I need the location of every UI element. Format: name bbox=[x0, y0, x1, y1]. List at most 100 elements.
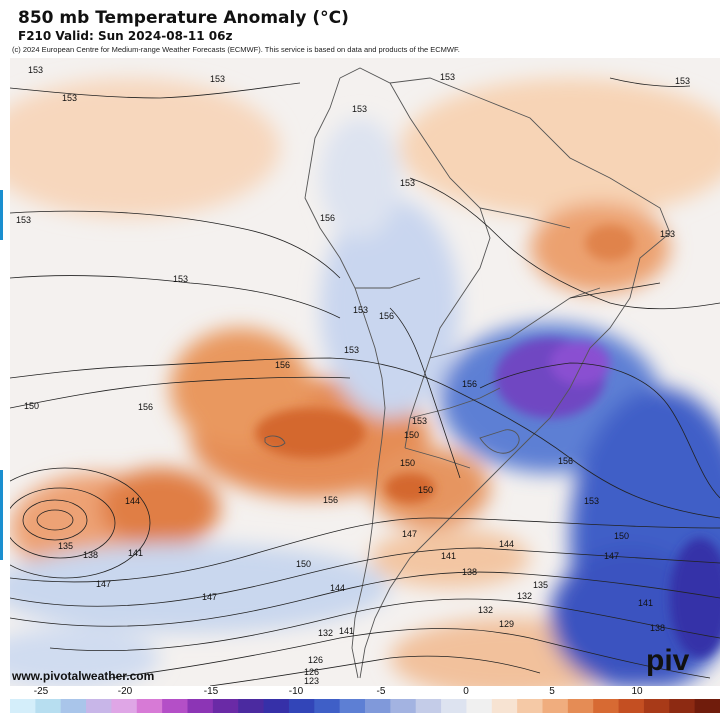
contour-label: 156 bbox=[138, 402, 154, 412]
contour-label: 150 bbox=[400, 458, 416, 468]
copyright-notice: (c) 2024 European Centre for Medium-rang… bbox=[12, 45, 460, 54]
colorbar-swatch bbox=[339, 699, 366, 713]
colorbar-swatch bbox=[136, 699, 163, 713]
contour-label: 153 bbox=[62, 93, 78, 103]
contour-label: 135 bbox=[533, 580, 549, 590]
colorbar bbox=[10, 699, 720, 713]
contour-label: 156 bbox=[379, 311, 395, 321]
contour-label: 153 bbox=[675, 76, 691, 86]
contour-label: 132 bbox=[478, 605, 494, 615]
contour-label: 144 bbox=[125, 496, 141, 506]
contour-label: 138 bbox=[83, 550, 99, 560]
map-canvas bbox=[10, 58, 720, 686]
contour-label: 129 bbox=[499, 619, 515, 629]
contour-label: 156 bbox=[323, 495, 339, 505]
colorbar-swatch bbox=[694, 699, 720, 713]
contour-label: 153 bbox=[353, 305, 369, 315]
colorbar-swatch bbox=[35, 699, 62, 713]
colorbar-swatch bbox=[365, 699, 391, 713]
colorbar-swatch bbox=[162, 699, 188, 713]
contour-label: 150 bbox=[24, 401, 40, 411]
header: 850 mb Temperature Anomaly (°C) F210 Val… bbox=[0, 0, 720, 58]
anomaly-core bbox=[255, 225, 720, 658]
colorbar-swatch bbox=[238, 699, 265, 713]
brand-logo: piv bbox=[646, 644, 690, 677]
contour-label: 153 bbox=[584, 496, 600, 506]
colorbar-swatch bbox=[567, 699, 594, 713]
site-watermark: www.pivotalweather.com bbox=[12, 669, 155, 683]
contour-label: 153 bbox=[210, 74, 226, 84]
contour-label: 153 bbox=[440, 72, 456, 82]
colorbar-swatch bbox=[111, 699, 138, 713]
colorbar-tick: 5 bbox=[549, 686, 555, 697]
anomaly-map[interactable]: 153 153 153 153 153 153 153 153 153 153 … bbox=[10, 58, 720, 686]
valid-time: F210 Valid: Sun 2024-08-11 06z bbox=[18, 29, 233, 43]
colorbar-tick: -20 bbox=[117, 686, 133, 697]
contour-label: 135 bbox=[58, 541, 74, 551]
colorbar-swatch bbox=[288, 699, 315, 713]
coastlines bbox=[264, 67, 671, 679]
colorbar-tick: -15 bbox=[203, 686, 219, 697]
colorbar-swatch bbox=[415, 699, 442, 713]
colorbar-tick: -25 bbox=[33, 686, 49, 697]
colorbar-swatch bbox=[542, 699, 569, 713]
colorbar-swatch bbox=[517, 699, 543, 713]
colorbar-swatch bbox=[212, 699, 239, 713]
contour-label: 153 bbox=[28, 65, 44, 75]
contour-label: 147 bbox=[402, 529, 418, 539]
contour-label: 150 bbox=[614, 531, 630, 541]
contour-label: 150 bbox=[418, 485, 434, 495]
contour-label: 150 bbox=[296, 559, 312, 569]
edge-marker bbox=[0, 470, 3, 560]
contour-label: 141 bbox=[339, 626, 355, 636]
contour-label: 141 bbox=[128, 548, 144, 558]
colorbar-swatch bbox=[314, 699, 341, 713]
colorbar-swatch bbox=[187, 699, 214, 713]
colorbar-tick: -5 bbox=[376, 686, 386, 697]
contour-label: 147 bbox=[604, 551, 620, 561]
contour-label: 147 bbox=[96, 579, 112, 589]
contour-label: 144 bbox=[499, 539, 515, 549]
colorbar-swatch bbox=[86, 699, 112, 713]
colorbar-swatch bbox=[263, 699, 290, 713]
contour-label: 153 bbox=[660, 229, 676, 239]
contour-label: 138 bbox=[650, 623, 666, 633]
colorbar-swatch bbox=[618, 699, 645, 713]
contour-label: 123 bbox=[304, 676, 320, 686]
contour-label: 144 bbox=[330, 583, 346, 593]
colorbar-swatch bbox=[441, 699, 467, 713]
contour-label: 126 bbox=[304, 667, 320, 677]
contour-label: 147 bbox=[202, 592, 218, 602]
colorbar-swatch bbox=[491, 699, 518, 713]
colorbar-tick: -10 bbox=[288, 686, 304, 697]
edge-marker bbox=[0, 190, 3, 240]
contour-label: 153 bbox=[412, 416, 428, 426]
colorbar-swatch bbox=[593, 699, 620, 713]
contour-label: 156 bbox=[558, 456, 574, 466]
contour-label: 156 bbox=[275, 360, 291, 370]
contour-label: 153 bbox=[16, 215, 32, 225]
contour-label: 126 bbox=[308, 655, 324, 665]
height-contours bbox=[10, 77, 720, 686]
colorbar-swatch bbox=[669, 699, 696, 713]
colorbar-swatch bbox=[643, 699, 670, 713]
colorbar-swatch bbox=[60, 699, 87, 713]
contour-label: 153 bbox=[344, 345, 360, 355]
contour-label: 138 bbox=[462, 567, 478, 577]
contour-label: 153 bbox=[352, 104, 368, 114]
contour-label: 153 bbox=[400, 178, 416, 188]
contour-label: 150 bbox=[404, 430, 420, 440]
contour-label: 132 bbox=[318, 628, 334, 638]
colorbar-swatch bbox=[390, 699, 417, 713]
contour-label: 156 bbox=[320, 213, 336, 223]
map-title: 850 mb Temperature Anomaly (°C) bbox=[18, 8, 349, 28]
contour-label: 132 bbox=[517, 591, 533, 601]
contour-label: 141 bbox=[638, 598, 654, 608]
contour-label: 156 bbox=[462, 379, 478, 389]
colorbar-swatch bbox=[466, 699, 493, 713]
colorbar-tick: 10 bbox=[631, 686, 643, 697]
contour-label: 141 bbox=[441, 551, 457, 561]
colorbar-tick: 0 bbox=[463, 686, 469, 697]
colorbar-swatch bbox=[10, 699, 36, 713]
contour-label: 153 bbox=[173, 274, 189, 284]
